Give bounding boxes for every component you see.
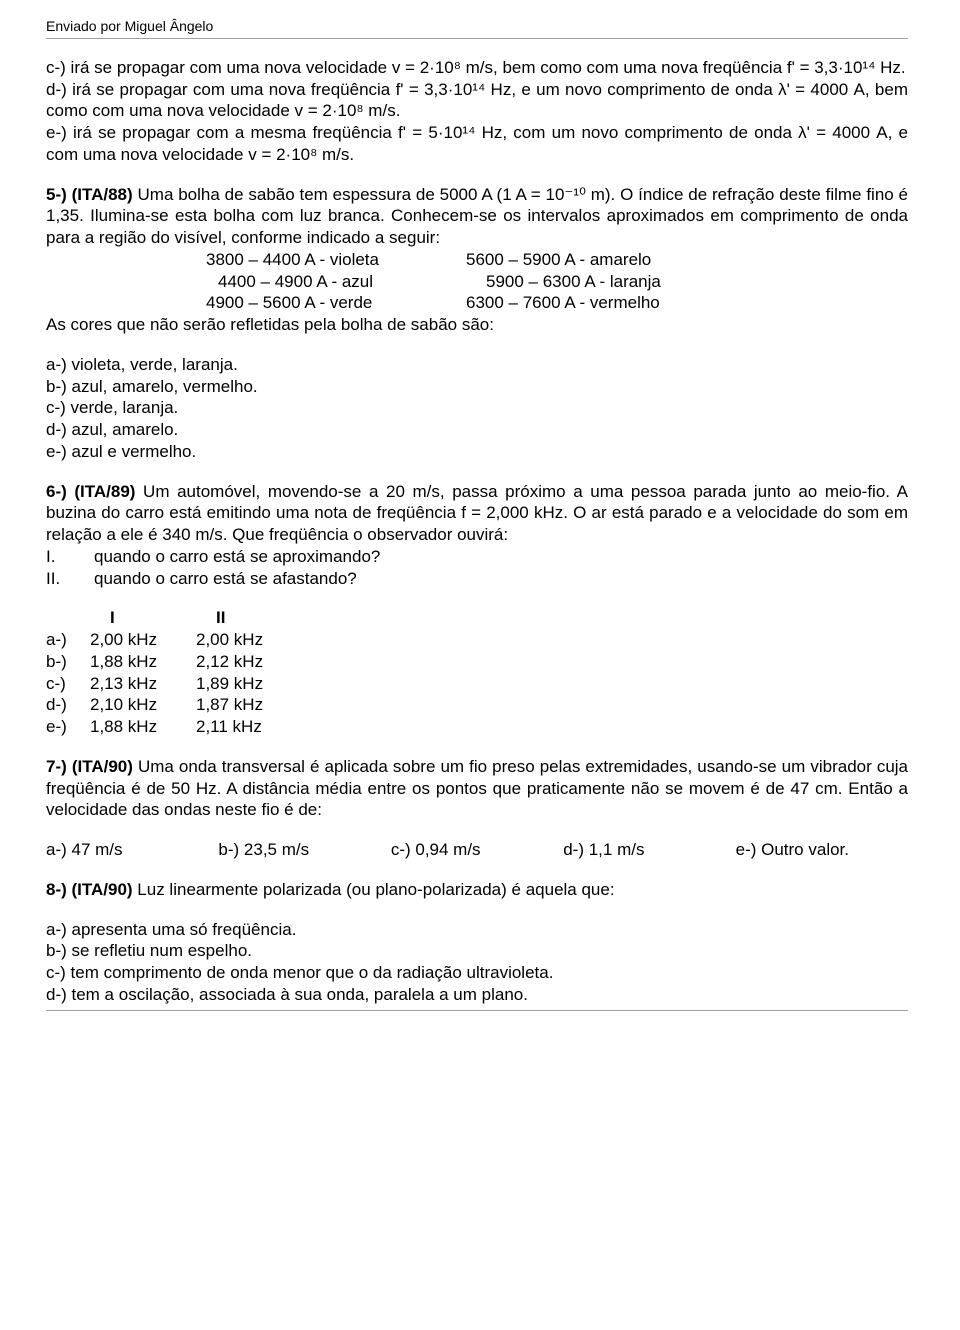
question-8-head: 8-) (ITA/90)	[46, 880, 133, 899]
col-II: II	[216, 607, 322, 629]
option: c-) verde, laranja.	[46, 397, 908, 419]
option: d-) azul, amarelo.	[46, 419, 908, 441]
question-5-body: Uma bolha de sabão tem espessura de 5000…	[46, 185, 908, 248]
question-8-options: a-) apresenta uma só freqüência. b-) se …	[46, 919, 908, 1006]
opt-label: a-)	[46, 629, 90, 651]
question-8: 8-) (ITA/90) Luz linearmente polarizada …	[46, 879, 908, 901]
question-6-subitems: I. quando o carro está se aproximando? I…	[46, 546, 908, 590]
cell: 2,10 kHz	[90, 694, 196, 716]
cell: 1,88 kHz	[90, 716, 196, 738]
wavelength-left: 4400 – 4900 A - azul	[206, 271, 478, 293]
cell: 1,87 kHz	[196, 694, 302, 716]
question-5: 5-) (ITA/88) Uma bolha de sabão tem espe…	[46, 184, 908, 249]
option: a-) 47 m/s	[46, 839, 218, 861]
subitem-number: I.	[46, 546, 94, 568]
question-7-options: a-) 47 m/s b-) 23,5 m/s c-) 0,94 m/s d-)…	[46, 839, 908, 861]
question-6-head: 6-) (ITA/89)	[46, 482, 135, 501]
option-e-text: e-) irá se propagar com a mesma freqüênc…	[46, 122, 908, 166]
table-row: b-)1,88 kHz2,12 kHz	[46, 651, 908, 673]
option: b-) azul, amarelo, vermelho.	[46, 376, 908, 398]
col-I: I	[90, 607, 216, 629]
question-5-head: 5-) (ITA/88)	[46, 185, 133, 204]
option-d-text: d-) irá se propagar com uma nova freqüên…	[46, 79, 908, 123]
page-header: Enviado por Miguel Ângelo	[46, 18, 908, 36]
table-row: c-)2,13 kHz1,89 kHz	[46, 673, 908, 695]
wavelength-row: 4900 – 5600 A - verde 6300 – 7600 A - ve…	[206, 292, 908, 314]
opt-label: b-)	[46, 651, 90, 673]
table-row: e-)1,88 kHz2,11 kHz	[46, 716, 908, 738]
wavelength-table: 3800 – 4400 A - violeta 5600 – 5900 A - …	[46, 249, 908, 314]
option: e-) azul e vermelho.	[46, 441, 908, 463]
wavelength-left: 4900 – 5600 A - verde	[206, 292, 466, 314]
option: b-) se refletiu num espelho.	[46, 940, 908, 962]
wavelength-right: 5600 – 5900 A - amarelo	[466, 249, 651, 271]
cell: 2,00 kHz	[90, 629, 196, 651]
opt-label: c-)	[46, 673, 90, 695]
subitem: II. quando o carro está se afastando?	[46, 568, 908, 590]
wavelength-left: 3800 – 4400 A - violeta	[206, 249, 466, 271]
header-divider	[46, 38, 908, 39]
option-c-text: c-) irá se propagar com uma nova velocid…	[46, 57, 908, 79]
wavelength-row: 3800 – 4400 A - violeta 5600 – 5900 A - …	[206, 249, 908, 271]
option: c-) 0,94 m/s	[391, 839, 563, 861]
question-6-body: Um automóvel, movendo-se a 20 m/s, passa…	[46, 482, 908, 545]
wavelength-right: 6300 – 7600 A - vermelho	[466, 292, 660, 314]
cell: 2,00 kHz	[196, 629, 302, 651]
table-head: I II	[46, 607, 908, 629]
subitem-text: quando o carro está se aproximando?	[94, 546, 380, 568]
question-6: 6-) (ITA/89) Um automóvel, movendo-se a …	[46, 481, 908, 546]
option: d-) tem a oscilação, associada à sua ond…	[46, 984, 908, 1006]
option: a-) apresenta uma só freqüência.	[46, 919, 908, 941]
option: e-) Outro valor.	[736, 839, 908, 861]
option: a-) violeta, verde, laranja.	[46, 354, 908, 376]
question-8-body: Luz linearmente polarizada (ou plano-pol…	[133, 880, 615, 899]
wavelength-row: 4400 – 4900 A - azul 5900 – 6300 A - lar…	[206, 271, 908, 293]
cell: 2,11 kHz	[196, 716, 302, 738]
question-5-options: a-) violeta, verde, laranja. b-) azul, a…	[46, 354, 908, 463]
table-row: a-)2,00 kHz2,00 kHz	[46, 629, 908, 651]
opt-label: d-)	[46, 694, 90, 716]
subitem-text: quando o carro está se afastando?	[94, 568, 357, 590]
question-7-body: Uma onda transversal é aplicada sobre um…	[46, 757, 908, 820]
question-7-head: 7-) (ITA/90)	[46, 757, 133, 776]
wavelength-right: 5900 – 6300 A - laranja	[478, 271, 661, 293]
subitem: I. quando o carro está se aproximando?	[46, 546, 908, 568]
option: d-) 1,1 m/s	[563, 839, 735, 861]
opt-label: e-)	[46, 716, 90, 738]
question-5-tail: As cores que não serão refletidas pela b…	[46, 314, 908, 336]
option: c-) tem comprimento de onda menor que o …	[46, 962, 908, 984]
cell: 2,12 kHz	[196, 651, 302, 673]
subitem-number: II.	[46, 568, 94, 590]
footer-divider	[46, 1010, 908, 1011]
option: b-) 23,5 m/s	[218, 839, 390, 861]
cell: 2,13 kHz	[90, 673, 196, 695]
table-row: d-)2,10 kHz1,87 kHz	[46, 694, 908, 716]
question-7: 7-) (ITA/90) Uma onda transversal é apli…	[46, 756, 908, 821]
question-6-table: I II a-)2,00 kHz2,00 kHz b-)1,88 kHz2,12…	[46, 607, 908, 738]
cell: 1,88 kHz	[90, 651, 196, 673]
cell: 1,89 kHz	[196, 673, 302, 695]
